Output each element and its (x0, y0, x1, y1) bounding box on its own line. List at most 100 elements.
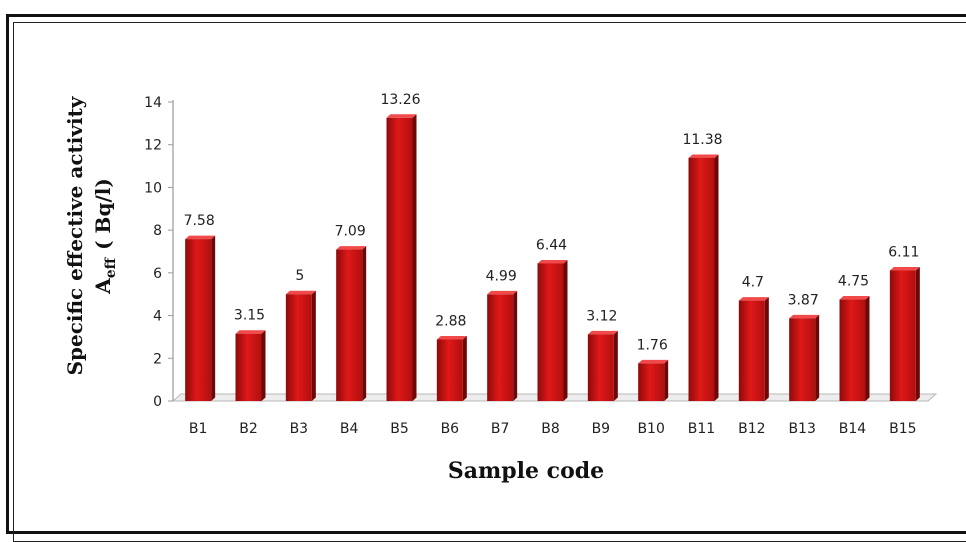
x-tick-label-B10: B10 (637, 421, 664, 437)
x-tick-label-B12: B12 (738, 421, 765, 437)
bar-top (285, 290, 316, 295)
x-tick-label-B2: B2 (239, 421, 258, 437)
bar-side (462, 335, 467, 401)
x-tick-label-B11: B11 (688, 421, 715, 437)
bar-side (211, 235, 216, 401)
bar-B2 (235, 330, 266, 401)
x-tick-label-B9: B9 (592, 421, 611, 437)
data-label-B10: 1.76 (637, 337, 668, 353)
bar-top (336, 246, 367, 250)
bar-front (738, 300, 765, 401)
y-axis-title-symbol: A (91, 278, 115, 295)
bar-top (638, 359, 669, 364)
bar-side (261, 330, 266, 401)
data-label-B6: 2.88 (435, 313, 466, 329)
bar-top (738, 297, 769, 301)
data-labels: 7.58 3.15 5 7.09 13.26 2.88 4.99 6.44 3.12 1.76 11… (184, 92, 920, 354)
x-tick-labels: B1 B2 B3 B4 B5 B6 B7 B8 B9 B10 B11 B12 B13 B14 B15 (189, 421, 917, 437)
data-label-B7: 4.99 (486, 268, 517, 284)
data-label-B1: 7.58 (184, 213, 215, 229)
bar-side (311, 290, 316, 401)
data-label-B11: 11.38 (682, 132, 722, 148)
bar-front (789, 318, 816, 401)
bar-top (487, 290, 518, 295)
bar-B4 (336, 246, 367, 401)
bar-front (537, 263, 564, 401)
bar-side (664, 359, 669, 401)
bar-side (915, 267, 920, 401)
bar-top (889, 267, 920, 271)
y-tick-label: 0 (153, 394, 162, 410)
bar-front (285, 294, 312, 401)
bar-B14 (839, 296, 870, 401)
bar-side (714, 154, 719, 401)
bar-side (613, 330, 618, 401)
x-tick-label-B13: B13 (788, 421, 815, 437)
x-tick-label-B6: B6 (441, 421, 460, 437)
bar-front (235, 333, 262, 401)
y-tick-label: 12 (144, 138, 162, 154)
bar-side (815, 314, 820, 401)
bars (185, 114, 920, 401)
y-tick-label: 14 (144, 95, 162, 111)
bar-front (386, 117, 413, 401)
bar-top (688, 154, 719, 158)
bar-B10 (638, 359, 669, 401)
bar-B1 (185, 235, 216, 401)
bar-B15 (889, 267, 920, 401)
bar-B5 (386, 114, 417, 401)
data-label-B14: 4.75 (838, 274, 869, 290)
data-label-B9: 3.12 (586, 308, 617, 324)
x-tick-label-B15: B15 (889, 421, 916, 437)
bar-front (436, 339, 463, 401)
x-tick-label-B7: B7 (491, 421, 510, 437)
bar-B12 (738, 297, 769, 401)
bar-side (412, 114, 417, 401)
bar-side (513, 290, 518, 401)
x-tick-label-B8: B8 (541, 421, 560, 437)
bar-front (487, 294, 514, 401)
x-axis-title: Sample code (448, 458, 604, 484)
y-axis-title-units: ( Bq/l) (91, 178, 115, 250)
bar-B7 (487, 290, 518, 401)
bar-top (235, 330, 266, 334)
bar-top (839, 296, 870, 300)
bar-top (185, 235, 216, 240)
bar-front (688, 157, 715, 401)
bar-side (764, 297, 769, 401)
bar-front (889, 270, 916, 401)
bar-top (386, 114, 417, 118)
data-label-B3: 5 (295, 268, 304, 284)
bar-front (336, 249, 363, 401)
bar-side (865, 296, 870, 401)
y-axis-title-line2: Aeff ( Bq/l) (91, 178, 119, 295)
y-tick-label: 10 (144, 180, 162, 196)
data-label-B4: 7.09 (335, 224, 366, 240)
y-tick-label: 4 (153, 309, 162, 325)
bar-front (587, 334, 614, 401)
bar-top (587, 330, 618, 335)
bar-B9 (587, 330, 618, 401)
data-label-B8: 6.44 (536, 237, 567, 253)
x-tick-label-B5: B5 (390, 421, 409, 437)
bar-front (185, 239, 212, 401)
bar-B8 (537, 259, 568, 401)
data-label-B13: 3.87 (788, 292, 819, 308)
data-label-B15: 6.11 (888, 245, 919, 261)
data-label-B12: 4.7 (742, 275, 764, 291)
y-axis-title: Specific effective activity Aeff ( Bq/l) (63, 95, 119, 375)
data-label-B5: 13.26 (380, 92, 420, 108)
x-tick-label-B1: B1 (189, 421, 208, 437)
bar-B11 (688, 154, 719, 401)
bar-B3 (285, 290, 316, 401)
y-axis-title-line1: Specific effective activity (63, 95, 87, 375)
bar-top (537, 259, 568, 264)
bar-B6 (436, 335, 467, 401)
bar-front (839, 299, 866, 401)
data-label-B2: 3.15 (234, 308, 265, 324)
bar-top (436, 335, 467, 340)
bar-side (362, 246, 367, 401)
y-axis-title-subscript: eff (103, 256, 119, 278)
bar-B13 (789, 314, 820, 401)
bar-side (563, 259, 568, 401)
